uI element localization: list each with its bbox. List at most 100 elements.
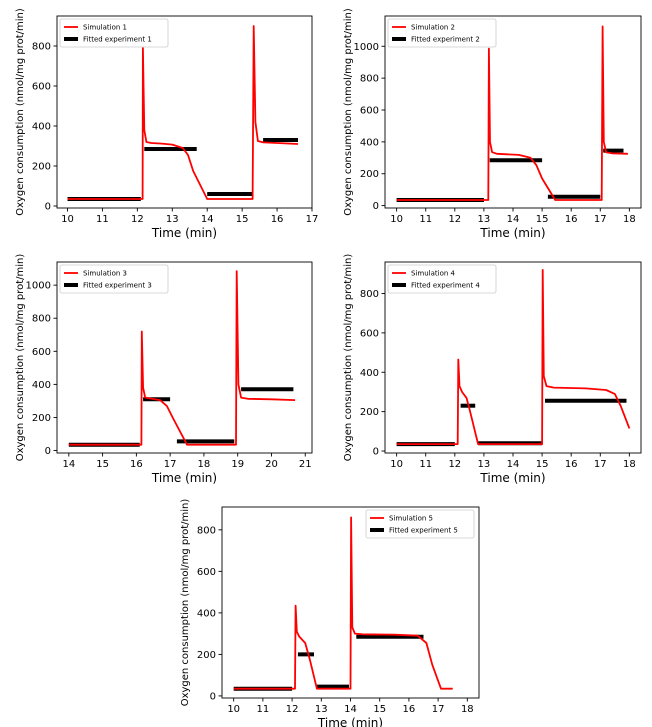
- legend: Simulation 4 Fitted experiment 4: [387, 264, 497, 294]
- y-tick-label: 0: [45, 202, 51, 213]
- chart-panel-4: 10 11 12 13 14 15 16 17 18 0 200 400 600 800 Time (min…: [343, 254, 642, 485]
- x-tick-label: 13: [166, 214, 179, 225]
- x-tick-label: 12: [286, 704, 299, 715]
- x-tick-label: 18: [461, 704, 474, 715]
- y-tick-label: 0: [210, 691, 216, 702]
- legend-label-fitted: Fitted experiment 5: [389, 527, 458, 535]
- legend-label-fitted: Fitted experiment 3: [83, 282, 152, 290]
- y-tick-label: 800: [197, 525, 216, 536]
- y-tick-label: 200: [360, 407, 379, 418]
- plot-frame: [56, 261, 313, 454]
- x-tick-label: 21: [299, 459, 312, 470]
- y-tick-label: 0: [373, 201, 379, 212]
- y-axis-label: Oxygen consumption (nmol/mg prot/min): [180, 499, 191, 707]
- legend-label-simulation: Simulation 5: [389, 515, 433, 523]
- x-tick-label: 19: [231, 459, 244, 470]
- y-axis-label: Oxygen consumption (nmol/mg prot/min): [15, 8, 26, 216]
- x-tick-label: 14: [62, 459, 75, 470]
- legend: Simulation 1 Fitted experiment 1: [59, 18, 169, 48]
- x-tick-label: 14: [344, 704, 357, 715]
- y-tick-label: 800: [360, 74, 379, 85]
- x-tick-label: 12: [131, 214, 144, 225]
- chart-panel-3: 14 15 16 17 18 19 20 21 0 200 400 600 800 1000 Time (m…: [15, 254, 313, 485]
- simulation-line: [233, 516, 453, 690]
- y-tick-label: 200: [360, 169, 379, 180]
- x-axis-label: Time (min): [151, 471, 217, 485]
- y-axis-label: Oxygen consumption (nmol/mg prot/min): [343, 254, 354, 462]
- y-tick-label: 0: [45, 446, 51, 457]
- x-tick-label: 14: [201, 214, 214, 225]
- legend-label-simulation: Simulation 1: [83, 24, 127, 32]
- plot-frame: [56, 15, 313, 209]
- y-tick-label: 400: [360, 137, 379, 148]
- simulation-line: [67, 25, 299, 200]
- legend-label-simulation: Simulation 2: [411, 24, 455, 32]
- y-tick-label: 400: [197, 608, 216, 619]
- x-tick-label: 18: [198, 459, 211, 470]
- legend-label-simulation: Simulation 3: [83, 270, 127, 278]
- x-tick-label: 17: [306, 214, 319, 225]
- y-axis-label: Oxygen consumption (nmol/mg prot/min): [15, 254, 26, 462]
- x-tick-label: 17: [594, 214, 607, 225]
- x-tick-label: 13: [315, 704, 328, 715]
- y-tick-label: 400: [32, 122, 51, 133]
- x-tick-label: 18: [623, 214, 636, 225]
- y-tick-label: 600: [360, 106, 379, 117]
- x-tick-label: 16: [565, 459, 578, 470]
- simulation-line: [396, 25, 628, 201]
- legend-label-fitted: Fitted experiment 2: [411, 36, 480, 44]
- y-tick-label: 800: [360, 289, 379, 300]
- x-tick-label: 18: [623, 459, 636, 470]
- y-axis-label: Oxygen consumption (nmol/mg prot/min): [343, 8, 354, 216]
- x-tick-label: 11: [419, 214, 432, 225]
- x-tick-label: 15: [536, 459, 549, 470]
- legend-box: [387, 264, 497, 294]
- x-tick-label: 10: [227, 704, 240, 715]
- x-axis-label: Time (min): [479, 471, 545, 485]
- x-tick-label: 17: [432, 704, 445, 715]
- y-tick-label: 600: [32, 82, 51, 93]
- x-tick-label: 20: [265, 459, 278, 470]
- simulation-line: [68, 270, 296, 446]
- y-tick-label: 200: [32, 162, 51, 173]
- x-tick-label: 13: [478, 214, 491, 225]
- x-tick-label: 16: [565, 214, 578, 225]
- x-tick-label: 12: [448, 459, 461, 470]
- legend-label-fitted: Fitted experiment 1: [83, 36, 152, 44]
- x-axis-label: Time (min): [479, 226, 545, 240]
- x-tick-label: 15: [96, 459, 109, 470]
- legend: Simulation 5 Fitted experiment 5: [365, 509, 475, 539]
- x-tick-label: 10: [390, 214, 403, 225]
- x-tick-label: 16: [271, 214, 284, 225]
- y-tick-label: 600: [360, 328, 379, 339]
- x-tick-label: 11: [96, 214, 109, 225]
- legend: Simulation 2 Fitted experiment 2: [387, 18, 497, 48]
- x-tick-label: 10: [390, 459, 403, 470]
- legend-box: [365, 509, 475, 539]
- legend-box: [59, 18, 169, 48]
- x-tick-label: 12: [448, 214, 461, 225]
- chart-panel-2: 10 11 12 13 14 15 16 17 18 0 200 400 600 800 1000 Time …: [343, 8, 642, 240]
- y-tick-label: 0: [373, 447, 379, 458]
- x-tick-label: 14: [507, 214, 520, 225]
- x-tick-label: 16: [130, 459, 143, 470]
- y-tick-label: 1000: [354, 42, 379, 53]
- x-tick-label: 15: [373, 704, 386, 715]
- x-tick-label: 15: [536, 214, 549, 225]
- x-tick-label: 11: [419, 459, 432, 470]
- y-tick-label: 400: [360, 368, 379, 379]
- chart-panel-1: 10 11 12 13 14 15 16 17 0 200 400 600 800 Time (min) O…: [15, 8, 318, 240]
- legend-label-simulation: Simulation 4: [411, 270, 456, 278]
- y-tick-label: 400: [32, 380, 51, 391]
- y-tick-label: 200: [197, 650, 216, 661]
- y-tick-label: 1000: [26, 281, 51, 292]
- x-tick-label: 17: [164, 459, 177, 470]
- x-tick-label: 17: [594, 459, 607, 470]
- x-tick-label: 15: [236, 214, 249, 225]
- y-tick-label: 800: [32, 42, 51, 53]
- y-tick-label: 800: [32, 314, 51, 325]
- x-tick-label: 16: [403, 704, 416, 715]
- legend-box: [59, 264, 169, 294]
- y-tick-label: 200: [32, 413, 51, 424]
